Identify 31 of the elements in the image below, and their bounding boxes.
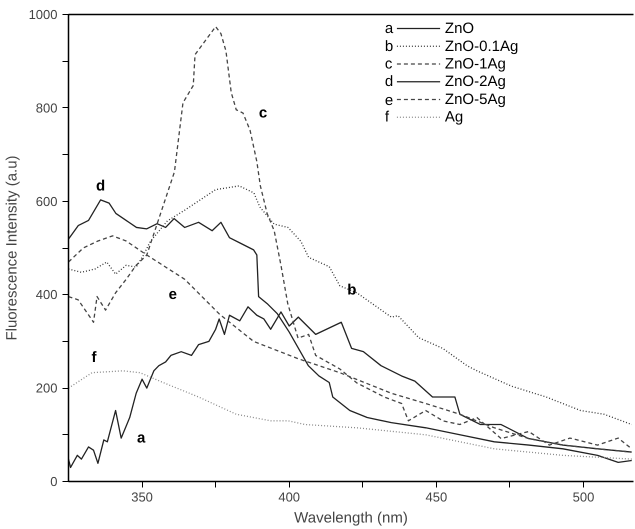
x-tick-label: 350 xyxy=(131,490,153,504)
text: c xyxy=(384,56,392,72)
x-tick-label: 450 xyxy=(425,490,448,504)
y-tick-label: 200 xyxy=(36,380,58,396)
annotation: f xyxy=(92,349,98,366)
annotation: b xyxy=(347,281,356,298)
annotation: a xyxy=(137,430,146,447)
legend-label: ZnO-5Ag xyxy=(444,90,506,108)
legend-label: ZnO-2Ag xyxy=(444,73,506,90)
y-tick-label: 800 xyxy=(36,100,58,116)
y-tick-label: 1000 xyxy=(28,7,58,22)
legend-label: ZnO-1Ag xyxy=(444,56,506,72)
annotation: d xyxy=(96,177,106,194)
text: d xyxy=(384,73,394,90)
x-tick-label: 400 xyxy=(278,490,300,504)
line-series xyxy=(68,370,632,460)
text: b xyxy=(384,38,394,55)
legend-label: ZnO-0.1Ag xyxy=(444,38,518,55)
annotation: c xyxy=(258,104,268,122)
y-tick-label: 400 xyxy=(36,287,58,302)
x-tick-label: 500 xyxy=(572,490,594,504)
text: e xyxy=(384,92,394,109)
y-tick-label: 0 xyxy=(50,474,58,489)
y-tick-label: 600 xyxy=(36,194,58,209)
legend-label: ZnO xyxy=(444,20,474,38)
text: a xyxy=(384,20,394,38)
annotation: e xyxy=(168,286,177,303)
x-axis-title: Wavelength (nm) xyxy=(294,510,408,526)
y-axis-title: Fluorescence Intensity (a.u) xyxy=(4,155,21,341)
text: f xyxy=(384,108,390,126)
legend-label: Ag xyxy=(444,108,464,126)
